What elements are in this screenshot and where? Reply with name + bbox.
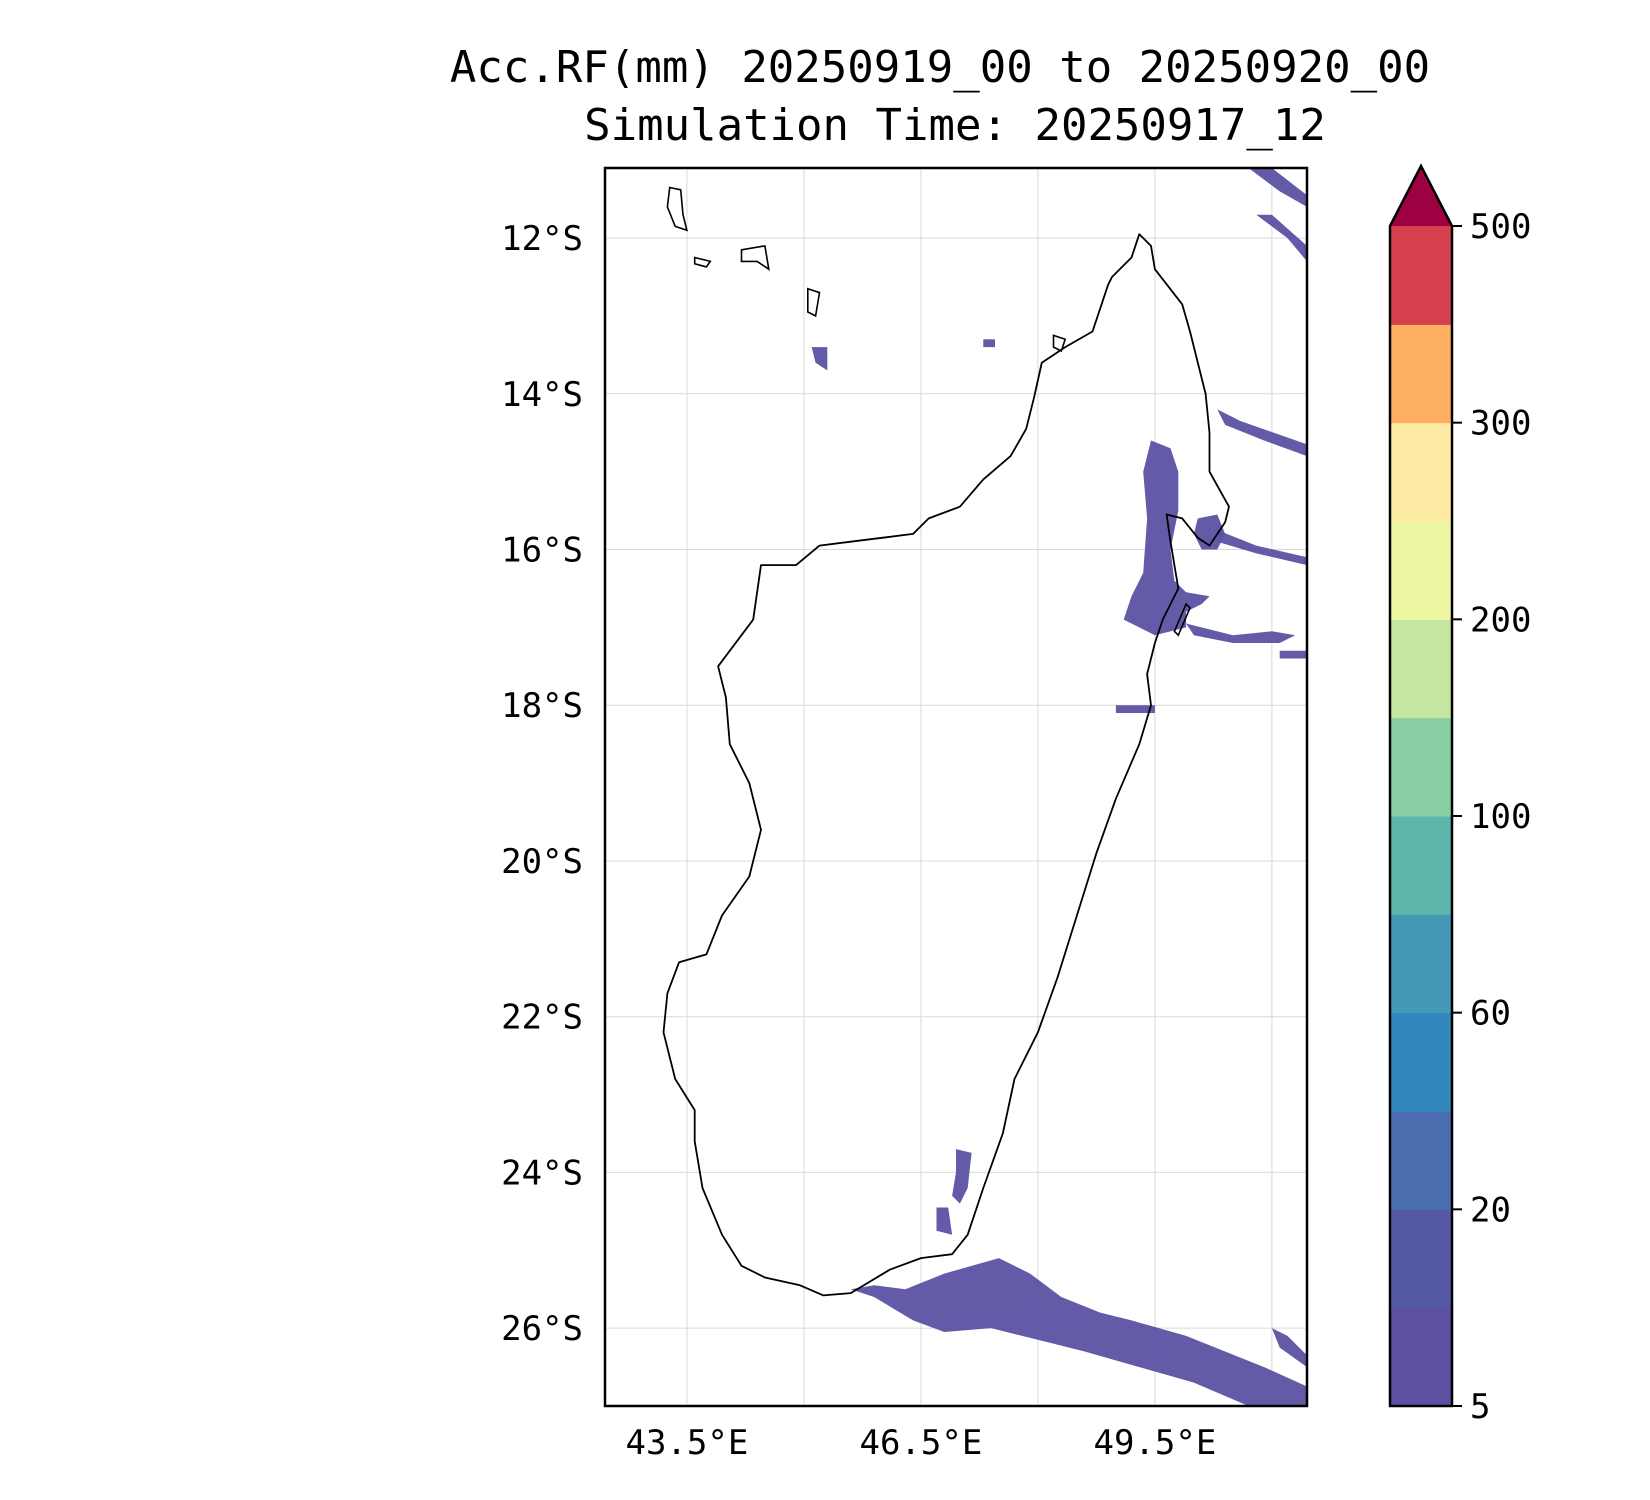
colorbar-tick-label: 300 <box>1470 404 1531 444</box>
lon-tick-label: 46.5°E <box>859 1423 982 1463</box>
island-mayotte <box>807 287 821 318</box>
colorbar-segment <box>1390 816 1452 915</box>
lat-tick-label: 22°S <box>501 998 583 1038</box>
island-sainte-marie <box>1173 602 1191 637</box>
lat-tick-label: 26°S <box>501 1309 583 1349</box>
lon-tick-label: 43.5°E <box>625 1423 748 1463</box>
rain-region-east-band-17 <box>1186 623 1296 643</box>
colorbar-tick-label: 200 <box>1470 600 1531 640</box>
colorbar-segment <box>1390 1209 1452 1309</box>
colorbar-segment <box>1390 1307 1452 1407</box>
colorbar-segment <box>1390 619 1452 719</box>
colorbar-tick-label: 5 <box>1470 1387 1490 1427</box>
lon-tick-label: 49.5°E <box>1093 1423 1216 1463</box>
rain-region-offshore-north-east-band <box>1248 168 1307 207</box>
lat-tick-label: 20°S <box>501 842 583 882</box>
colorbar-segment <box>1390 226 1452 325</box>
colorbar-tick-label: 60 <box>1470 994 1511 1034</box>
title-line-2: Simulation Time: 20250917_12 <box>584 100 1326 151</box>
rain-region-south-east-patch <box>1271 1328 1307 1368</box>
lat-tick-label: 14°S <box>501 375 583 415</box>
island-moheli <box>693 256 712 268</box>
lat-tick-label: 16°S <box>501 531 583 571</box>
rain-region-offshore-west-patch <box>811 347 828 371</box>
colorbar-tick-label: 100 <box>1470 797 1531 837</box>
rain-region-offshore-north-east-band-2 <box>1256 214 1307 262</box>
rain-region-east-band-16 <box>1217 530 1307 566</box>
colorbar-segment <box>1390 717 1452 817</box>
colorbar-segment <box>1390 914 1452 1014</box>
colorbar-tick-label: 20 <box>1470 1190 1511 1230</box>
coastline-layer <box>662 186 1230 1297</box>
title-line-1: Acc.RF(mm) 20250919_00 to 20250920_00 <box>450 42 1430 93</box>
madagascar-coastline <box>662 233 1230 1297</box>
rain-region-north-coast-patch <box>983 339 995 348</box>
colorbar-segment <box>1390 422 1452 522</box>
island-nosy-be <box>1052 334 1067 353</box>
rain-region-central-east-patch <box>1115 705 1155 713</box>
colorbar-segment <box>1390 1111 1452 1210</box>
map-background <box>605 168 1307 1406</box>
lat-tick-label: 12°S <box>501 219 583 259</box>
colorbar-segment <box>1390 324 1452 424</box>
island-grande-comore <box>666 186 689 232</box>
rain-region-east-band-14-5 <box>1217 409 1307 457</box>
colorbar-segment <box>1390 1012 1452 1112</box>
rain-region-east-patch-17-3 <box>1279 650 1307 659</box>
lat-tick-label: 18°S <box>501 686 583 726</box>
colorbar-tick-label: 500 <box>1470 207 1531 247</box>
rain-region-south-coast-small <box>936 1207 953 1235</box>
latitude-tick-labels: 12°S 14°S 16°S 18°S 20°S 22°S 24°S 26°S <box>501 219 583 1349</box>
colorbar-outline <box>1388 163 1454 1408</box>
lat-tick-label: 24°S <box>501 1153 583 1193</box>
rain-region-bay-antongil-patch <box>1123 440 1210 636</box>
longitude-tick-labels: 43.5°E 46.5°E 49.5°E <box>625 1423 1216 1463</box>
island-anjouan <box>740 244 770 271</box>
map-area <box>603 166 1309 1408</box>
colorbar: 5 20 60 100 200 300 500 <box>1388 163 1531 1427</box>
map-frame <box>603 166 1309 1408</box>
rain-region-southern-band <box>850 1258 1307 1406</box>
colorbar-segment <box>1390 521 1452 620</box>
colorbar-extend-arrow <box>1390 166 1452 226</box>
rain-region-south-east-coast-patch <box>952 1149 972 1204</box>
